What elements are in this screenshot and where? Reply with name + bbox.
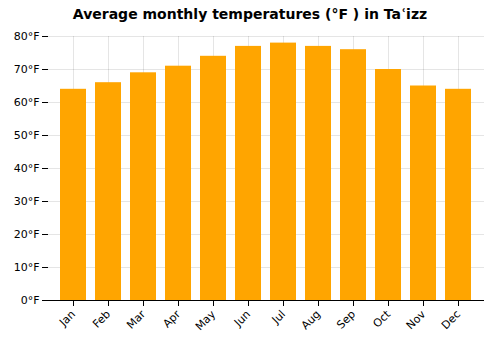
svg-text:Apr: Apr xyxy=(160,307,183,330)
svg-text:Aug: Aug xyxy=(299,308,323,332)
svg-text:30°F: 30°F xyxy=(14,195,40,208)
svg-text:0°F: 0°F xyxy=(21,294,40,307)
svg-text:May: May xyxy=(193,307,219,333)
svg-text:Oct: Oct xyxy=(370,307,393,330)
svg-text:Sep: Sep xyxy=(334,308,358,332)
svg-text:80°F: 80°F xyxy=(14,30,40,43)
html-text:Average monthly temperatures (: Average monthly temperatures (°F ) in Ta… xyxy=(72,6,428,22)
svg-text:Feb: Feb xyxy=(90,308,113,331)
svg-text:Nov: Nov xyxy=(404,307,429,332)
svg-text:Jul: Jul xyxy=(269,308,288,327)
svg-text:Jun: Jun xyxy=(231,308,253,330)
svg-text:60°F: 60°F xyxy=(14,96,40,109)
svg-text:Dec: Dec xyxy=(439,308,463,332)
svg-text:40°F: 40°F xyxy=(14,162,40,175)
svg-text:Mar: Mar xyxy=(124,307,148,331)
svg-text:70°F: 70°F xyxy=(14,63,40,76)
svg-text:20°F: 20°F xyxy=(14,228,40,241)
svg-text:10°F: 10°F xyxy=(14,261,40,274)
svg-text:Jan: Jan xyxy=(56,308,78,330)
svg-text:50°F: 50°F xyxy=(14,129,40,142)
